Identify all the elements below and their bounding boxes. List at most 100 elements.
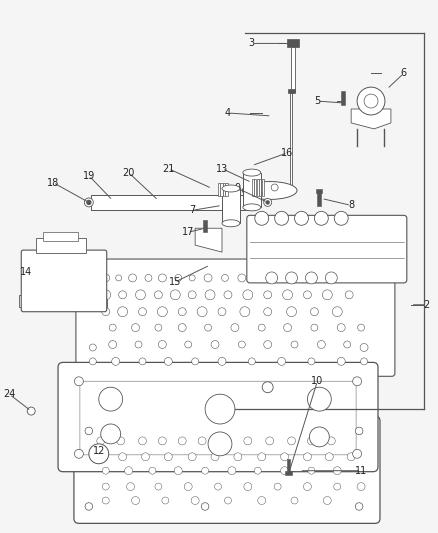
- Circle shape: [174, 467, 182, 475]
- Circle shape: [287, 437, 295, 445]
- Circle shape: [317, 274, 324, 281]
- Text: 2: 2: [423, 300, 429, 310]
- Polygon shape: [91, 196, 254, 211]
- Circle shape: [354, 427, 362, 435]
- Circle shape: [223, 291, 231, 299]
- Bar: [203, 220, 206, 232]
- Circle shape: [238, 341, 245, 348]
- Bar: [286, 39, 299, 47]
- Bar: [218, 182, 220, 197]
- Circle shape: [164, 453, 172, 461]
- Circle shape: [124, 467, 132, 475]
- Circle shape: [248, 358, 254, 365]
- Bar: [43, 232, 78, 241]
- Circle shape: [189, 275, 195, 281]
- Ellipse shape: [222, 220, 239, 227]
- Circle shape: [344, 291, 352, 299]
- Circle shape: [84, 198, 93, 207]
- Circle shape: [188, 291, 196, 299]
- Circle shape: [188, 453, 196, 461]
- Circle shape: [208, 432, 231, 456]
- Circle shape: [239, 307, 249, 317]
- Text: 9: 9: [234, 183, 240, 193]
- Circle shape: [158, 437, 166, 445]
- Circle shape: [227, 467, 235, 475]
- Circle shape: [89, 344, 96, 351]
- Circle shape: [211, 341, 219, 349]
- Circle shape: [131, 497, 139, 505]
- Circle shape: [178, 324, 186, 332]
- Circle shape: [283, 324, 291, 332]
- FancyBboxPatch shape: [21, 250, 106, 312]
- Circle shape: [99, 387, 122, 411]
- Circle shape: [117, 307, 127, 317]
- Circle shape: [303, 482, 311, 490]
- Circle shape: [158, 274, 166, 282]
- Circle shape: [290, 497, 297, 504]
- Circle shape: [109, 341, 117, 349]
- Circle shape: [280, 453, 288, 461]
- Circle shape: [352, 449, 361, 458]
- Circle shape: [237, 274, 245, 282]
- Circle shape: [307, 467, 314, 474]
- Bar: [19, 295, 27, 307]
- Circle shape: [256, 190, 262, 197]
- Polygon shape: [350, 109, 390, 129]
- Circle shape: [85, 427, 92, 435]
- Circle shape: [111, 358, 120, 365]
- Text: 14: 14: [20, 267, 32, 277]
- Bar: [254, 179, 256, 197]
- Bar: [261, 179, 263, 197]
- Text: 19: 19: [82, 171, 95, 181]
- Circle shape: [221, 274, 228, 281]
- Circle shape: [265, 437, 273, 445]
- Circle shape: [307, 437, 314, 445]
- Circle shape: [280, 467, 288, 475]
- Circle shape: [356, 87, 384, 115]
- Circle shape: [87, 200, 91, 204]
- Text: 18: 18: [47, 177, 59, 188]
- Circle shape: [126, 482, 134, 490]
- Circle shape: [88, 444, 109, 464]
- Bar: [259, 179, 261, 197]
- Text: 4: 4: [224, 108, 230, 118]
- Circle shape: [214, 483, 221, 490]
- Circle shape: [310, 308, 318, 316]
- Circle shape: [357, 324, 364, 331]
- Circle shape: [286, 274, 292, 281]
- Circle shape: [263, 291, 271, 299]
- Circle shape: [148, 467, 155, 474]
- Circle shape: [277, 358, 285, 365]
- Circle shape: [117, 437, 124, 445]
- Bar: [222, 189, 239, 223]
- Circle shape: [184, 482, 192, 490]
- Circle shape: [352, 377, 361, 386]
- Circle shape: [258, 324, 265, 331]
- Circle shape: [155, 483, 162, 490]
- Circle shape: [333, 212, 347, 225]
- Circle shape: [141, 453, 149, 461]
- Circle shape: [178, 308, 186, 316]
- Circle shape: [178, 437, 186, 445]
- FancyBboxPatch shape: [80, 381, 355, 455]
- Circle shape: [138, 308, 146, 316]
- Circle shape: [154, 291, 162, 299]
- Circle shape: [138, 437, 146, 445]
- Circle shape: [243, 437, 251, 445]
- Circle shape: [198, 437, 205, 445]
- Text: 20: 20: [122, 167, 134, 177]
- Circle shape: [184, 341, 191, 348]
- Circle shape: [332, 467, 340, 475]
- FancyBboxPatch shape: [246, 215, 406, 283]
- Circle shape: [285, 272, 297, 284]
- Text: 17: 17: [182, 227, 194, 237]
- Circle shape: [321, 290, 332, 300]
- Circle shape: [359, 343, 367, 351]
- Text: 3: 3: [248, 38, 254, 49]
- Circle shape: [101, 290, 110, 300]
- Circle shape: [273, 483, 280, 490]
- Bar: [315, 190, 321, 193]
- Circle shape: [224, 497, 231, 504]
- Circle shape: [254, 212, 268, 225]
- Circle shape: [218, 308, 226, 316]
